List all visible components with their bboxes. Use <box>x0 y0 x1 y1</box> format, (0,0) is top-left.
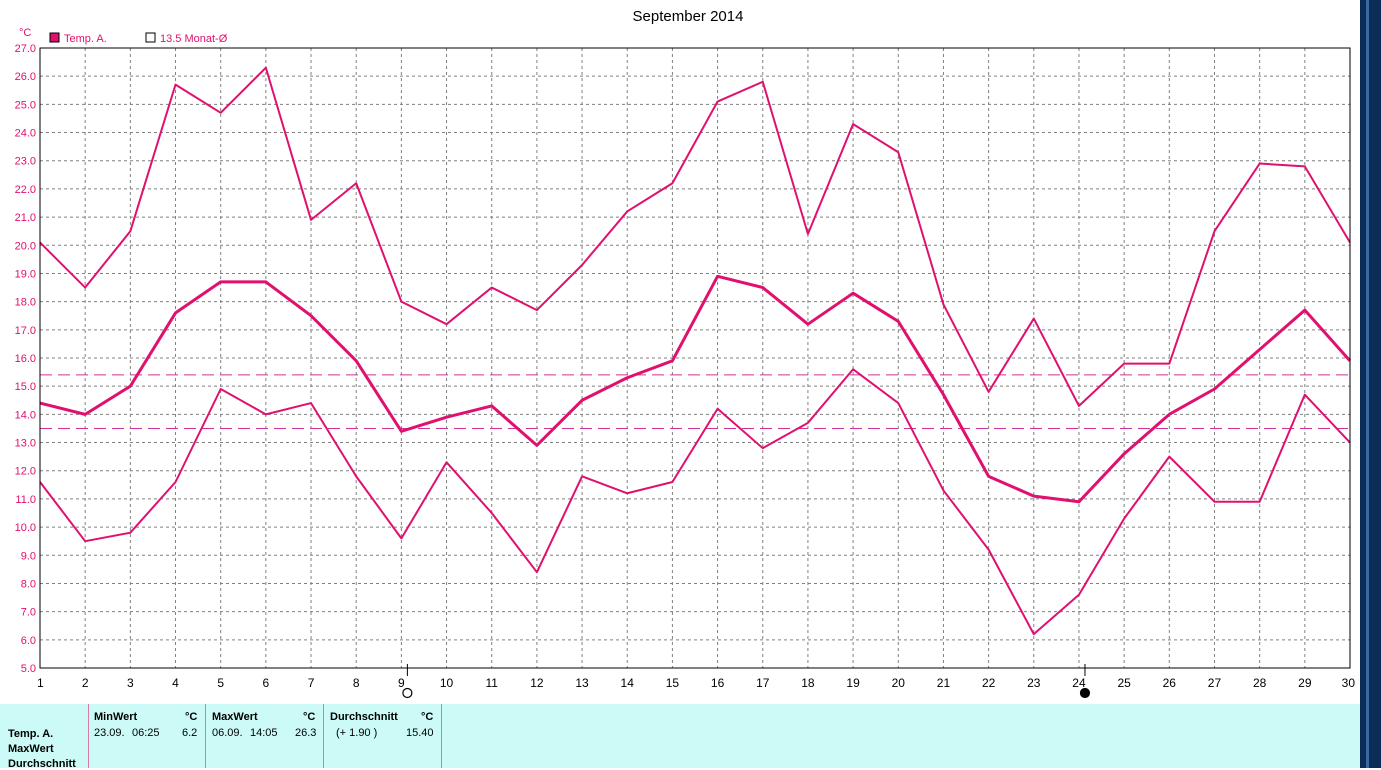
max-value: 26.3 <box>295 727 317 739</box>
x-tick-label: 13 <box>575 676 589 690</box>
y-tick-label: 15.0 <box>15 381 36 393</box>
x-tick-label: 2 <box>82 676 89 690</box>
x-tick-label: 4 <box>172 676 179 690</box>
row-label-temp: Temp. A. <box>8 728 54 740</box>
y-tick-label: 17.0 <box>15 325 36 337</box>
x-tick-label: 16 <box>711 676 725 690</box>
y-tick-label: 5.0 <box>21 663 36 675</box>
y-tick-labels: 5.0 6.0 7.0 8.0 9.0 10.0 11.0 12.0 13.0 14.0 15.0 1… <box>15 43 36 675</box>
x-tick-label: 20 <box>892 676 906 690</box>
series-line-max <box>39 66 1351 407</box>
y-tick-label: 22.0 <box>15 184 36 196</box>
y-tick-label: 10.0 <box>15 522 36 534</box>
x-tick-label: 28 <box>1253 676 1267 690</box>
x-tick-label: 11 <box>485 676 498 690</box>
y-tick-label: 14.0 <box>15 409 36 421</box>
x-tick-label: 24 <box>1072 676 1086 690</box>
x-tick-label: 3 <box>127 676 134 690</box>
x-tick-label: 6 <box>263 676 270 690</box>
legend: Temp. A. 13.5 Monat-Ø <box>49 32 228 45</box>
x-tick-label: 12 <box>530 676 544 690</box>
y-tick-label: 24.0 <box>15 128 36 140</box>
column-separator <box>441 704 442 768</box>
y-tick-label: 11.0 <box>15 494 36 506</box>
column-separator <box>88 704 89 768</box>
y-axis-unit: °C <box>19 27 31 39</box>
chart-title: September 2014 <box>633 8 744 25</box>
legend-label-temp: Temp. A. <box>64 33 107 45</box>
column-separator <box>205 704 206 768</box>
y-tick-label: 23.0 <box>15 156 36 168</box>
column-separator <box>323 704 324 768</box>
full-moon-icon <box>402 687 413 699</box>
y-tick-label: 9.0 <box>21 550 36 562</box>
avg-delta: (+ 1.90 ) <box>336 727 378 739</box>
x-tick-label: 19 <box>846 676 860 690</box>
x-tick-label: 26 <box>1163 676 1177 690</box>
moon-phase-markers <box>402 664 1091 699</box>
row-label-maxwert: MaxWert <box>8 743 54 755</box>
y-tick-label: 12.0 <box>15 466 36 478</box>
x-tick-label: 1 <box>37 676 44 690</box>
max-time: 14:05 <box>250 727 278 739</box>
x-tick-label: 23 <box>1027 676 1041 690</box>
y-tick-label: 20.0 <box>15 240 36 252</box>
x-tick-label: 22 <box>982 676 996 690</box>
window-edge <box>1360 0 1381 768</box>
min-unit: °C <box>185 711 198 723</box>
avg-unit: °C <box>421 711 434 723</box>
y-tick-label: 25.0 <box>15 99 36 111</box>
x-tick-label: 30 <box>1342 676 1356 690</box>
y-tick-label: 19.0 <box>15 268 36 280</box>
x-tick-label: 25 <box>1117 676 1131 690</box>
series-line-avg <box>39 274 1352 504</box>
legend-label-monthly-avg: 13.5 Monat-Ø <box>160 33 228 45</box>
avg-value: 15.40 <box>406 727 434 739</box>
avg-header: Durchschnitt <box>330 711 398 723</box>
y-tick-label: 13.0 <box>15 438 36 450</box>
y-tick-label: 7.0 <box>21 607 36 619</box>
x-tick-label: 18 <box>801 676 815 690</box>
series-lines <box>39 66 1352 636</box>
window-edge-highlight <box>1366 0 1369 768</box>
x-tick-label: 29 <box>1298 676 1312 690</box>
x-tick-label: 27 <box>1208 676 1222 690</box>
y-tick-label: 18.0 <box>15 297 36 309</box>
max-header: MaxWert <box>212 711 258 723</box>
chart: September 2014 °C Temp. A. 13.5 Monat-Ø … <box>15 8 1355 699</box>
legend-swatch-monthly-avg <box>145 32 156 43</box>
y-tick-label: 27.0 <box>15 43 36 55</box>
series-line-min <box>39 368 1351 636</box>
plot-frame <box>39 47 1351 669</box>
max-unit: °C <box>303 711 316 723</box>
x-tick-labels: 1 2 3 4 5 6 7 8 9 10 11 12 13 14 15 16 17 18 19 20 21 22 23 24 2… <box>37 676 1355 690</box>
legend-swatch-temp <box>49 32 60 43</box>
min-header: MinWert <box>94 711 138 723</box>
x-tick-label: 8 <box>353 676 360 690</box>
reference-lines <box>40 374 1350 429</box>
x-tick-label: 15 <box>666 676 680 690</box>
min-time: 06:25 <box>132 727 160 739</box>
new-moon-icon <box>1079 687 1091 699</box>
x-tick-label: 7 <box>308 676 315 690</box>
grid <box>40 48 1350 668</box>
x-tick-label: 5 <box>217 676 224 690</box>
y-tick-label: 16.0 <box>15 353 36 365</box>
y-tick-label: 8.0 <box>21 578 36 590</box>
x-tick-label: 10 <box>440 676 454 690</box>
y-tick-label: 6.0 <box>21 635 36 647</box>
y-tick-label: 26.0 <box>15 71 36 83</box>
x-tick-label: 9 <box>398 676 405 690</box>
stats-panel: Temp. A. MaxWert Durchschnitt MinWert °C… <box>0 704 1360 770</box>
x-tick-label: 17 <box>756 676 770 690</box>
row-label-durchschnitt: Durchschnitt <box>8 758 76 770</box>
min-date: 23.09. <box>94 727 125 739</box>
x-tick-label: 21 <box>937 676 951 690</box>
max-date: 06.09. <box>212 727 243 739</box>
y-tick-label: 21.0 <box>15 212 36 224</box>
min-value: 6.2 <box>182 727 198 739</box>
x-tick-label: 14 <box>621 676 635 690</box>
